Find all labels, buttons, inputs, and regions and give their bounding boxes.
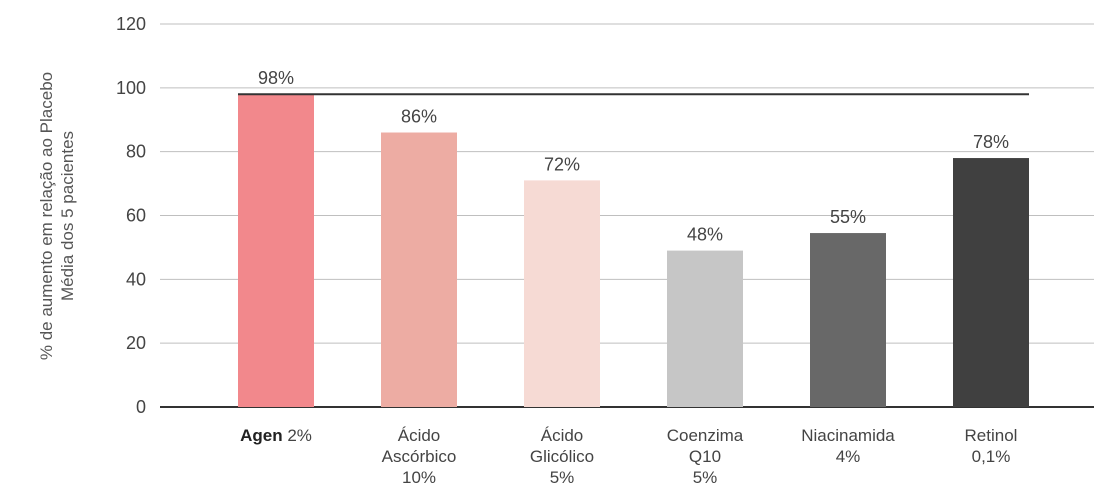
y-tick-label-60: 60: [126, 206, 146, 226]
category-text: Q10: [689, 447, 721, 466]
y-tick-label-120: 120: [116, 14, 146, 34]
bars: [238, 94, 1029, 407]
category-text: Ácido: [541, 426, 584, 445]
category-text: 5%: [693, 468, 718, 487]
y-tick-label-0: 0: [136, 397, 146, 417]
y-tick-label-40: 40: [126, 269, 146, 289]
y-tick-label-80: 80: [126, 142, 146, 162]
value-label-5: 55%: [830, 207, 866, 227]
value-label-1: 98%: [258, 68, 294, 88]
value-label-4: 48%: [687, 225, 723, 245]
category-label-3-line-3: 5%: [550, 468, 575, 487]
bar-2: [381, 132, 457, 407]
bar-6: [953, 158, 1029, 407]
category-text: 4%: [836, 447, 861, 466]
category-label-6-line-1: Retinol: [965, 426, 1018, 445]
grid-lines: [160, 23, 1094, 408]
category-text: Niacinamida: [801, 426, 895, 445]
bar-4: [667, 250, 743, 407]
category-label-3-line-2: Glicólico: [530, 447, 594, 466]
category-text: 5%: [550, 468, 575, 487]
category-text: Ácido: [398, 426, 441, 445]
category-label-6-line-2: 0,1%: [972, 447, 1011, 466]
y-axis-title-text: % de aumento em relação ao Placebo Média …: [37, 72, 77, 360]
category-text: Coenzima: [667, 426, 744, 445]
category-text: Ascórbico: [382, 447, 457, 466]
bar-3: [524, 180, 600, 407]
y-tick-label-100: 100: [116, 78, 146, 98]
category-text: Retinol: [965, 426, 1018, 445]
y-axis-title-line-1: % de aumento em relação ao Placebo: [37, 72, 56, 360]
category-text: Glicólico: [530, 447, 594, 466]
category-label-2-line-2: Ascórbico: [382, 447, 457, 466]
category-label-5-line-2: 4%: [836, 447, 861, 466]
value-label-3: 72%: [544, 154, 580, 174]
category-label-5-line-1: Niacinamida: [801, 426, 895, 445]
category-label-3-line-1: Ácido: [541, 426, 584, 445]
value-label-6: 78%: [973, 132, 1009, 152]
bar-5: [810, 233, 886, 407]
y-axis-title: % de aumento em relação ao Placebo Média …: [37, 72, 77, 360]
category-text: 0,1%: [972, 447, 1011, 466]
category-brand-name: Agen: [240, 426, 283, 445]
category-label-4-line-2: Q10: [689, 447, 721, 466]
category-text: 10%: [402, 468, 436, 487]
category-label-4-line-1: Coenzima: [667, 426, 744, 445]
y-tick-label-20: 20: [126, 333, 146, 353]
y-axis-ticks: 0 20 40 60 80 100 120: [116, 14, 146, 417]
category-label-2-line-1: Ácido: [398, 426, 441, 445]
category-label-4-line-3: 5%: [693, 468, 718, 487]
value-label-2: 86%: [401, 107, 437, 127]
category-labels: Agen 2% Ácido Ascórbico 10% Ácido Glicólico 5%…: [240, 426, 1017, 487]
category-label-2-line-3: 10%: [402, 468, 436, 487]
value-labels: 98% 86% 72% 48% 55% 78%: [258, 68, 1009, 244]
category-label-1-line-1: Agen 2%: [240, 426, 312, 445]
category-text: 2%: [283, 426, 312, 445]
y-axis-title-line-2: Média dos 5 pacientes: [58, 131, 77, 301]
bar-1: [238, 94, 314, 407]
